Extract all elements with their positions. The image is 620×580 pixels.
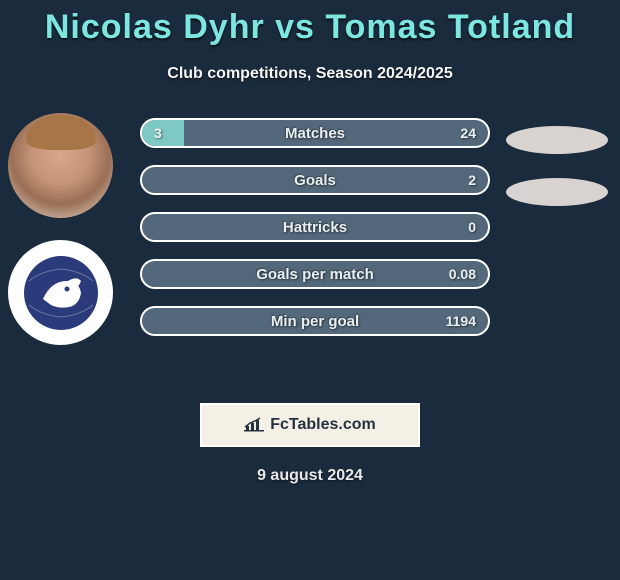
stat-bar: Hattricks0	[140, 212, 490, 242]
source-link[interactable]: FcTables.com	[200, 403, 420, 447]
stat-bars: 3Matches24 Goals2 Hattricks0 Goals per matc…	[140, 118, 490, 336]
stat-bar: Min per goal1194	[140, 306, 490, 336]
stat-label: Goals	[142, 172, 488, 189]
subtitle: Club competitions, Season 2024/2025	[0, 65, 620, 83]
source-label: FcTables.com	[270, 416, 376, 434]
stat-value-b: 24	[460, 125, 476, 141]
date-label: 9 august 2024	[0, 467, 620, 485]
chart-icon	[244, 417, 264, 433]
page-title: Nicolas Dyhr vs Tomas Totland	[0, 8, 620, 47]
stat-bar: 3Matches24	[140, 118, 490, 148]
stat-label: Hattricks	[142, 219, 488, 236]
avatar-column	[8, 113, 113, 345]
player-avatar-a	[8, 113, 113, 218]
club-crest-icon	[21, 253, 101, 333]
stat-value-b: 2	[468, 172, 476, 188]
decorative-ellipses	[506, 106, 608, 206]
stat-value-b: 0	[468, 219, 476, 235]
decorative-ellipse	[506, 178, 608, 206]
stat-bar: Goals per match0.08	[140, 259, 490, 289]
stat-label: Matches	[142, 125, 488, 142]
content-area: 3Matches24 Goals2 Hattricks0 Goals per matc…	[0, 118, 620, 378]
comparison-card: Nicolas Dyhr vs Tomas Totland Club compe…	[0, 0, 620, 485]
stat-value-b: 0.08	[449, 266, 476, 282]
player-avatar-b	[8, 240, 113, 345]
stat-bar: Goals2	[140, 165, 490, 195]
stat-value-b: 1194	[446, 313, 476, 329]
stat-label: Min per goal	[142, 313, 488, 330]
stat-label: Goals per match	[142, 266, 488, 283]
decorative-ellipse	[506, 126, 608, 154]
